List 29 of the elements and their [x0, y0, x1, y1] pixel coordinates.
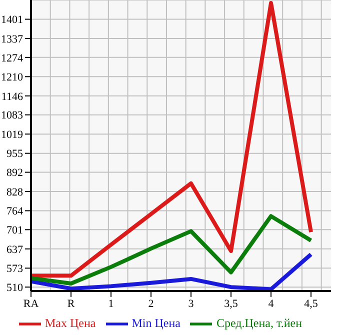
y-tick-label: 764	[6, 206, 24, 218]
y-tick-label: 1337	[1, 33, 24, 46]
y-tick-label: 1019	[1, 128, 24, 141]
legend-label: Сред.Цена, т.йен	[216, 316, 302, 330]
legend-label: Min Цена	[132, 316, 180, 330]
x-tick-label: 1	[108, 298, 114, 310]
line-series	[31, 1, 313, 278]
line-series	[31, 252, 313, 291]
x-tick-label: 3,5	[224, 298, 238, 310]
x-tick-label: 4	[268, 298, 274, 310]
y-tick-label: 1210	[1, 72, 24, 84]
y-tick-label: 1146	[1, 90, 24, 103]
legend-label: Max Цена	[44, 316, 96, 330]
x-tick-label: RA	[23, 298, 39, 310]
y-tick-label: 955	[6, 148, 24, 160]
x-tick-label: 2	[148, 298, 154, 310]
y-tick-label: 1083	[1, 110, 24, 122]
y-tick-label: 637	[6, 244, 24, 256]
line-series	[31, 214, 313, 286]
y-tick-label: 892	[6, 167, 23, 180]
y-tick-label: 828	[6, 186, 24, 198]
y-tick-label: 573	[6, 263, 24, 276]
y-tick-label: 701	[6, 224, 23, 237]
y-tick-label: 510	[6, 282, 24, 294]
y-tick-label: 1401	[1, 14, 23, 26]
x-tick-label: R	[67, 298, 76, 310]
x-tick-label: 3	[188, 298, 194, 310]
x-tick-label: 4,5	[304, 298, 318, 310]
y-tick-label: 1274	[1, 52, 24, 64]
